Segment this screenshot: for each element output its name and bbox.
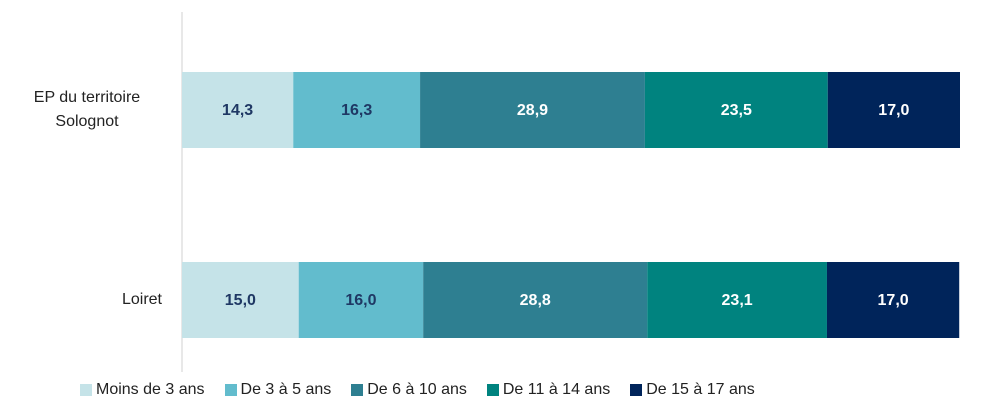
legend-label: De 11 à 14 ans xyxy=(502,381,611,398)
legend-swatch xyxy=(630,384,643,396)
data-label: 14,3 xyxy=(222,102,253,119)
legend-item: De 11 à 14 ans xyxy=(486,381,611,399)
data-label: 23,5 xyxy=(721,102,752,119)
legend-item: Moins de 3 ans xyxy=(80,381,205,399)
legend: Moins de 3 ans De 3 à 5 ans De 6 à 10 ans D… xyxy=(80,381,755,399)
bar-segment xyxy=(182,262,299,338)
data-label: 28,8 xyxy=(520,292,551,309)
data-label: 15,0 xyxy=(225,292,256,309)
legend-swatch xyxy=(224,384,237,396)
data-label: 16,3 xyxy=(341,102,372,119)
legend-swatch xyxy=(486,384,499,396)
bar-segment xyxy=(293,72,421,148)
data-label: 17,0 xyxy=(878,102,909,119)
category-text: Loiret xyxy=(121,291,162,308)
data-label: 23,1 xyxy=(722,292,753,309)
legend-label: De 6 à 10 ans xyxy=(367,381,467,398)
bar-segment xyxy=(423,262,648,338)
data-label: 28,9 xyxy=(517,102,548,119)
legend-item: De 15 à 17 ans xyxy=(630,381,755,399)
category-label: EP du territoire Solognot xyxy=(12,86,162,134)
category-label: Loiret xyxy=(12,288,162,312)
data-label: 16,0 xyxy=(345,292,376,309)
legend-swatch xyxy=(80,384,92,396)
data-label: 17,0 xyxy=(878,292,909,309)
bar-segment xyxy=(644,72,828,148)
legend-item: De 3 à 5 ans xyxy=(224,381,332,399)
bar-segment xyxy=(827,72,960,148)
legend-label: De 3 à 5 ans xyxy=(240,381,332,398)
bar-segment xyxy=(298,262,424,338)
bar-segment xyxy=(647,262,827,338)
category-text: EP du territoire Solognot xyxy=(33,89,141,130)
bar-segment xyxy=(826,262,960,338)
legend-label: De 15 à 17 ans xyxy=(646,381,755,398)
legend-label: Moins de 3 ans xyxy=(96,381,205,398)
legend-swatch xyxy=(351,384,364,396)
bar-segment xyxy=(182,72,294,148)
legend-item: De 6 à 10 ans xyxy=(351,381,467,399)
bar-segment xyxy=(420,72,645,148)
